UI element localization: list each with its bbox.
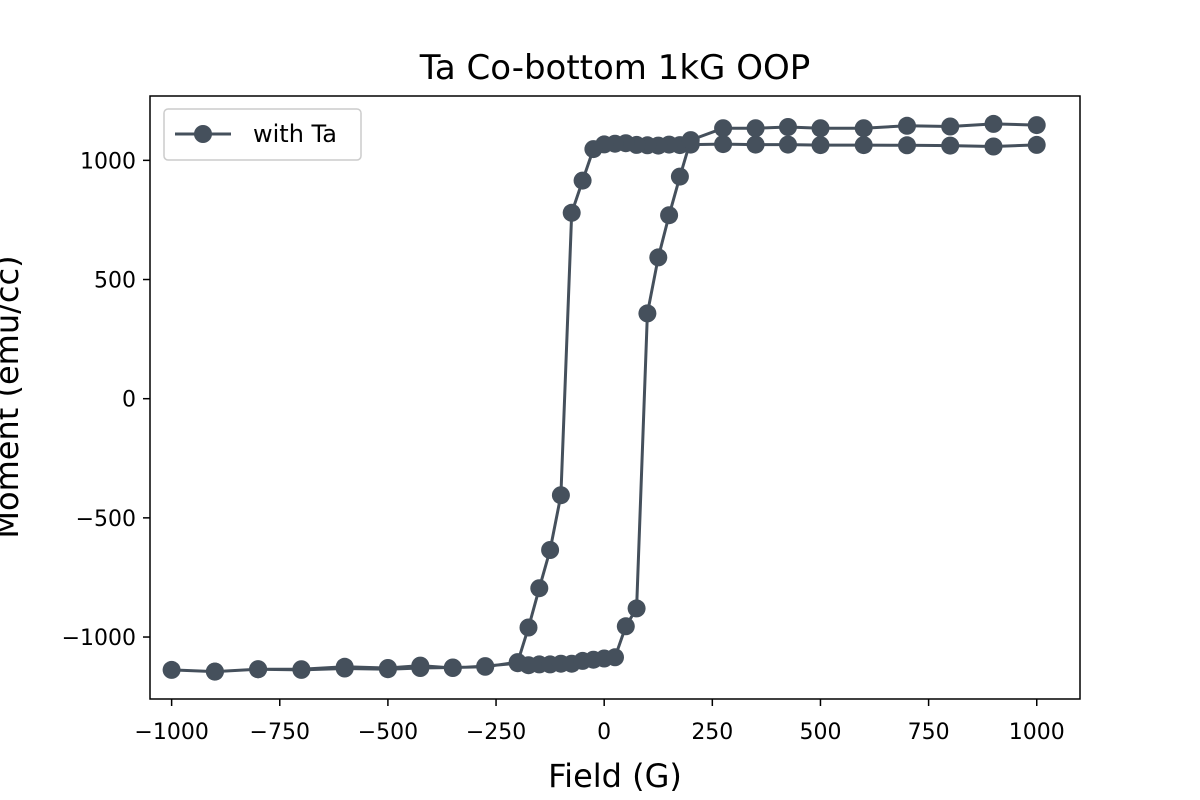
data-point — [898, 116, 916, 135]
y-axis-title: Moment (emu/cc) — [0, 255, 26, 538]
data-point — [660, 206, 679, 225]
y-tick-label: 500 — [94, 269, 136, 294]
x-tick-label: 750 — [908, 720, 950, 745]
data-point — [616, 617, 635, 636]
legend-label: with Ta — [253, 120, 337, 148]
data-point — [984, 137, 1003, 156]
data-point — [984, 114, 1003, 133]
legend-box — [163, 108, 362, 161]
data-point — [779, 118, 797, 136]
data-point — [606, 648, 624, 667]
data-point — [335, 657, 354, 676]
data-point — [670, 167, 689, 186]
x-tick-label: 1000 — [1009, 720, 1065, 745]
x-tick-label: −750 — [250, 720, 310, 745]
x-tick-label: −1000 — [134, 720, 208, 745]
data-point — [519, 618, 538, 637]
data-point — [562, 203, 581, 222]
y-tick-label: 0 — [122, 388, 136, 413]
data-point — [627, 599, 646, 618]
x-tick-label: −500 — [358, 720, 418, 745]
plot-layer — [162, 114, 1046, 681]
data-point — [573, 171, 592, 190]
data-point — [681, 131, 700, 150]
data-point — [476, 657, 495, 676]
data-point — [649, 248, 668, 267]
data-point — [779, 135, 797, 154]
x-tick-label: 0 — [597, 720, 611, 745]
data-point — [941, 136, 960, 155]
data-point — [584, 140, 603, 159]
data-point — [1027, 116, 1046, 135]
data-point — [292, 660, 311, 679]
y-tick-label: −1000 — [62, 626, 136, 651]
legend-marker-swatch — [194, 125, 212, 143]
x-axis: −1000 −750 −500 −250 0 250 500 750 1000 — [134, 699, 1065, 745]
chart-title: Ta Co-bottom 1kG OOP — [419, 48, 811, 88]
data-point — [746, 135, 765, 154]
series-line — [170, 122, 1037, 674]
data-point — [854, 119, 873, 138]
data-point — [443, 659, 462, 677]
data-point — [551, 486, 570, 505]
data-point — [811, 136, 830, 155]
x-tick-label: −250 — [466, 720, 526, 745]
data-point — [249, 660, 268, 679]
legend: with Ta — [163, 108, 362, 161]
data-point — [714, 135, 733, 154]
data-point — [411, 656, 430, 675]
data-point — [638, 304, 657, 323]
data-point — [205, 662, 224, 681]
data-point — [746, 119, 765, 138]
data-point — [162, 660, 181, 679]
data-point — [898, 136, 916, 155]
x-tick-label: 500 — [799, 720, 841, 745]
data-point — [714, 119, 733, 138]
x-tick-label: 250 — [691, 720, 733, 745]
plot-frame — [149, 95, 1081, 700]
data-point — [541, 541, 560, 559]
data-point — [378, 659, 397, 677]
y-axis: −1000 −500 0 500 1000 — [62, 149, 150, 651]
data-point — [854, 136, 873, 155]
x-axis-title: Field (G) — [548, 757, 682, 795]
data-point — [811, 119, 830, 138]
y-tick-label: 1000 — [80, 149, 136, 174]
data-point — [941, 117, 960, 136]
data-point — [530, 579, 549, 598]
y-tick-label: −500 — [76, 507, 136, 532]
data-point — [1027, 135, 1046, 154]
